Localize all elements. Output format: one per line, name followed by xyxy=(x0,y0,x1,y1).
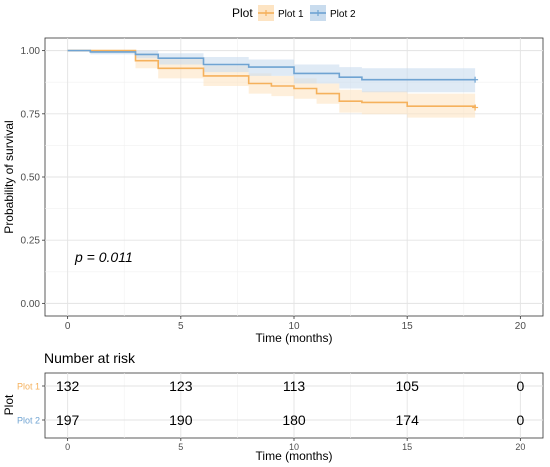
p-value-annotation: p = 0.011 xyxy=(74,249,133,265)
x-tick-label: 5 xyxy=(178,321,184,332)
risk-row-label-plot-2: Plot 2 xyxy=(17,416,40,426)
risk-row-label-plot-1: Plot 1 xyxy=(17,382,40,392)
risk-row-labels: Plot 1 Plot 2 xyxy=(17,382,45,426)
risk-count-plot-1: 113 xyxy=(283,378,306,394)
x-axis-label: Time (months) xyxy=(256,331,333,345)
risk-count-plot-1: 123 xyxy=(169,378,193,394)
y-tick-label: 0.75 xyxy=(21,109,41,120)
risk-x-tick-label: 0 xyxy=(65,442,70,452)
y-tick-label: 1.00 xyxy=(21,46,41,57)
x-tick-label: 0 xyxy=(65,321,71,332)
y-tick-label: 0.25 xyxy=(21,236,41,247)
risk-x-tick-labels: 0 5 10 15 20 xyxy=(65,438,525,452)
risk-x-tick-label: 20 xyxy=(515,442,525,452)
y-tick-labels: 0.00 0.25 0.50 0.75 1.00 xyxy=(21,46,45,310)
survival-plot: 0.000.250.500.751.00 0 5 10 15 20 p = 0.011 … xyxy=(2,37,544,345)
y-axis-label: Probability of survival xyxy=(2,120,16,233)
risk-x-axis-label: Time (months) xyxy=(256,449,333,463)
risk-counts: 132 123 113 105 0 197 190 180 174 0 xyxy=(56,378,525,428)
risk-count-plot-2: 174 xyxy=(396,412,420,428)
legend-entry-plot-2: Plot 2 xyxy=(310,5,356,21)
risk-count-plot-2: 197 xyxy=(56,412,80,428)
x-tick-label: 10 xyxy=(288,321,300,332)
risk-count-plot-1: 132 xyxy=(56,378,80,394)
ci-band-plot-1 xyxy=(67,50,476,126)
risk-count-plot-1: 0 xyxy=(516,378,524,394)
x-tick-label: 20 xyxy=(515,321,527,332)
risk-count-plot-2: 0 xyxy=(516,412,524,428)
legend-label-plot-2: Plot 2 xyxy=(330,9,356,20)
survival-line-plot-1 xyxy=(67,49,476,108)
legend-label-plot-1: Plot 1 xyxy=(278,9,304,20)
survival-line-plot-2 xyxy=(67,49,476,81)
censor-mark-plot-1 xyxy=(472,104,479,111)
ci-band-plot-2 xyxy=(67,50,476,93)
survival-curves xyxy=(67,49,479,111)
censor-mark-plot-2 xyxy=(472,76,479,83)
legend-entry-plot-1: Plot 1 xyxy=(258,5,304,21)
risk-count-plot-2: 190 xyxy=(169,412,193,428)
risk-table-title: Number at risk xyxy=(44,350,136,366)
y-tick-label: 0.00 xyxy=(21,299,41,310)
risk-y-axis-label: Plot xyxy=(2,394,16,415)
legend: Plot Plot 1 Plot 2 xyxy=(232,5,356,21)
risk-grid xyxy=(45,373,543,438)
y-tick-label: 0.50 xyxy=(21,173,41,184)
risk-x-tick-label: 10 xyxy=(289,442,299,452)
risk-x-tick-label: 5 xyxy=(178,442,183,452)
legend-title: Plot xyxy=(232,6,253,20)
x-tick-labels: 0 5 10 15 20 xyxy=(65,316,527,332)
risk-count-plot-2: 180 xyxy=(282,412,306,428)
risk-x-tick-label: 15 xyxy=(402,442,412,452)
confidence-bands xyxy=(67,50,476,126)
risk-count-plot-1: 105 xyxy=(396,378,420,394)
x-tick-label: 15 xyxy=(402,321,414,332)
